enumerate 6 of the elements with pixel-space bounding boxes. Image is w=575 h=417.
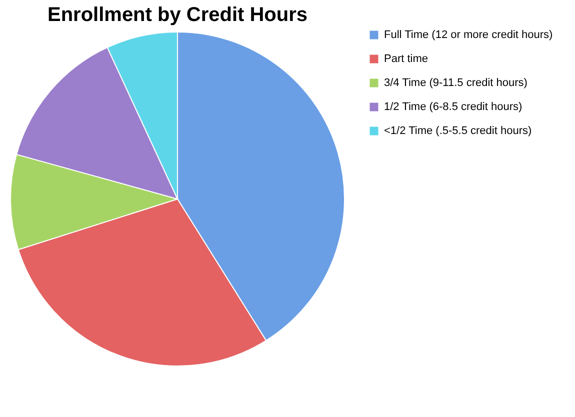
chart-title: Enrollment by Credit Hours [47, 4, 308, 26]
legend-label: Full Time (12 or more credit hours) [384, 29, 553, 41]
legend-label: Part time [384, 53, 428, 65]
legend-label: <1/2 Time (.5-5.5 credit hours) [384, 125, 532, 137]
legend-label: 3/4 Time (9-11.5 credit hours) [384, 77, 528, 89]
legend-label: 1/2 Time (6-8.5 credit hours) [384, 101, 522, 113]
